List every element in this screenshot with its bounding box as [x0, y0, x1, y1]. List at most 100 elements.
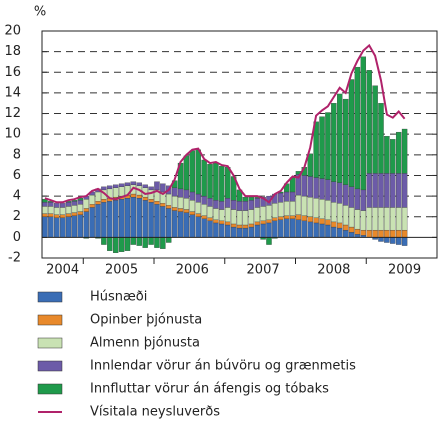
- bar-segment: [278, 216, 284, 220]
- bar-segment: [313, 177, 319, 199]
- legend-label: Innfluttar vörur án áfengis og tóbaks: [90, 382, 329, 397]
- bar-segment: [260, 206, 266, 222]
- bar-segment: [130, 237, 137, 245]
- bar-segment: [42, 213, 48, 217]
- bar-segment: [295, 214, 302, 220]
- x-tick-label: 2004: [46, 263, 79, 278]
- bar-segment: [390, 229, 396, 238]
- x-tick-label: 2008: [317, 263, 350, 278]
- bar-segment: [136, 182, 142, 186]
- bar-segment: [348, 79, 355, 187]
- x-tick-label: 2007: [247, 263, 280, 278]
- x-tick-label: 2006: [176, 263, 209, 278]
- bar-segment: [337, 93, 343, 183]
- bar-segment: [213, 219, 219, 224]
- bar-segment: [83, 208, 89, 212]
- bar-segment: [118, 183, 125, 187]
- bar-segment: [372, 207, 378, 231]
- x-tick-label: 2009: [388, 263, 421, 278]
- bar-segment: [71, 201, 78, 206]
- bar-segment: [260, 223, 266, 238]
- bar-segment: [107, 185, 113, 190]
- bar-segment: [337, 222, 343, 229]
- bar-segment: [283, 218, 290, 238]
- bar-segment: [348, 207, 355, 228]
- bar-segment: [171, 187, 178, 197]
- bar-segment: [195, 193, 201, 203]
- y-tick-label: -2: [8, 251, 21, 266]
- bar-segment: [213, 222, 219, 238]
- bar-segment: [301, 215, 308, 222]
- bar-segment: [95, 191, 101, 202]
- bar-segment: [360, 210, 367, 231]
- bar-segment: [148, 202, 154, 238]
- y-tick-label: 18: [4, 44, 21, 59]
- bar-segment: [112, 187, 119, 198]
- bar-segment: [372, 173, 378, 208]
- bar-segment: [390, 237, 396, 244]
- bar-segment: [130, 193, 137, 198]
- legend-label: Almenn þjónusta: [90, 336, 200, 351]
- bar-segment: [118, 186, 125, 197]
- bar-segment: [401, 229, 408, 238]
- bar-segment: [378, 173, 384, 208]
- bar-segment: [89, 194, 95, 205]
- bar-segment: [254, 224, 260, 238]
- bar-segment: [313, 121, 319, 178]
- bar-segment: [54, 217, 60, 238]
- bar-segment: [319, 218, 325, 225]
- bar-segment: [160, 237, 166, 249]
- bar-segment: [378, 207, 384, 231]
- bar-segment: [201, 204, 207, 216]
- bar-segment: [331, 226, 337, 238]
- bar-segment: [325, 200, 331, 220]
- y-tick-label: 12: [4, 106, 21, 121]
- bar-segment: [89, 207, 95, 238]
- bar-segment: [65, 213, 72, 217]
- bar-segment: [112, 237, 119, 253]
- bar-segment: [77, 204, 84, 212]
- bar-segment: [107, 201, 113, 238]
- bar-segment: [395, 229, 402, 238]
- bar-segment: [95, 204, 101, 238]
- bar-segment: [395, 237, 402, 245]
- bar-segment: [313, 222, 319, 238]
- bar-segment: [95, 201, 101, 205]
- bar-segment: [236, 227, 243, 238]
- bar-segment: [307, 221, 313, 238]
- bar-segment: [372, 229, 378, 238]
- bar-segment: [390, 173, 396, 208]
- bar-segment: [189, 150, 196, 193]
- bar-segment: [136, 194, 142, 199]
- bar-segment: [219, 166, 225, 202]
- bar-segment: [112, 200, 119, 238]
- bar-segment: [395, 131, 402, 174]
- bar-segment: [201, 195, 207, 205]
- bar-segment: [354, 188, 361, 210]
- bar-segment: [124, 237, 131, 251]
- bar-segment: [242, 224, 249, 229]
- legend-label: Innlendar vörur án búvöru og grænmetis: [90, 359, 356, 374]
- bar-segment: [189, 211, 196, 215]
- bar-segment: [183, 198, 190, 210]
- bar-segment: [289, 215, 296, 219]
- bar-segment: [372, 85, 378, 174]
- bar-segment: [260, 196, 266, 207]
- bar-segment: [83, 199, 89, 209]
- bar-segment: [213, 200, 219, 209]
- legend-label: Húsnæði: [90, 290, 147, 305]
- bar-segment: [236, 201, 243, 211]
- bar-segment: [71, 215, 78, 238]
- y-tick-label: 8: [13, 147, 21, 162]
- bar-segment: [101, 186, 107, 191]
- bar-segment: [101, 202, 107, 238]
- bar-segment: [142, 237, 148, 248]
- bar-segment: [130, 196, 137, 238]
- bar-segment: [65, 202, 72, 207]
- bar-segment: [283, 191, 290, 202]
- bar-segment: [295, 194, 302, 215]
- legend-label: Opinber þjónusta: [90, 313, 202, 328]
- bar-segment: [242, 227, 249, 238]
- bar-segment: [378, 237, 384, 242]
- bar-segment: [325, 112, 331, 180]
